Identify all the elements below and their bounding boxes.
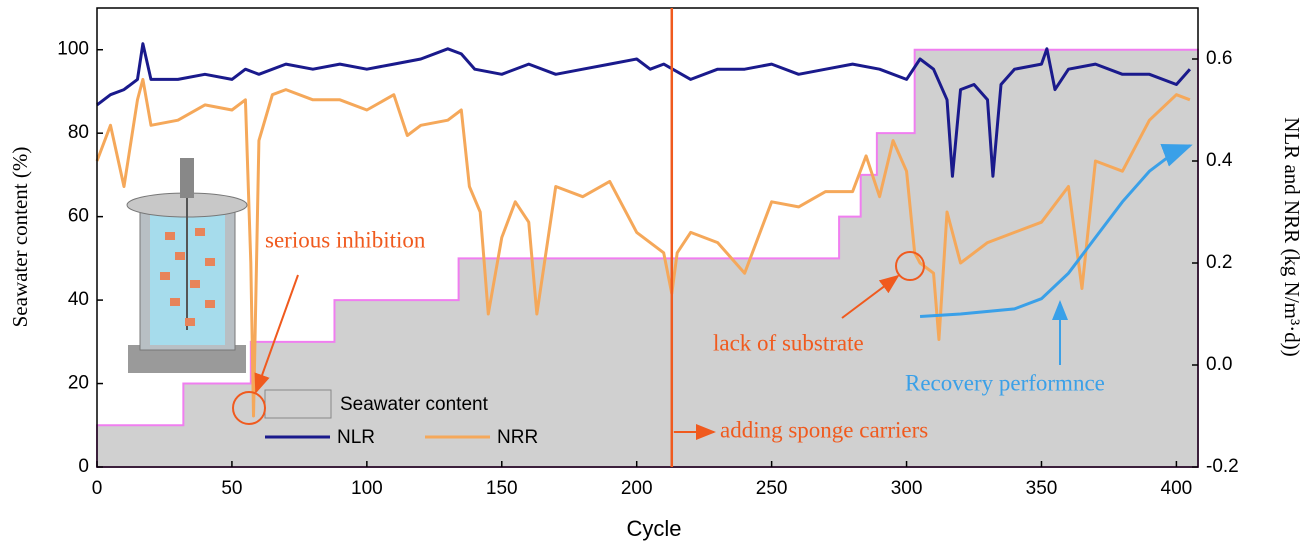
reactor-motor: [180, 158, 194, 198]
legend-label: Seawater content: [340, 394, 489, 415]
y-axis-label: Seawater content (%): [8, 147, 32, 328]
annotation: Recovery performnce: [905, 370, 1105, 395]
x-tick-label: 50: [221, 478, 242, 499]
x-tick-label: 0: [92, 478, 103, 499]
annotation: lack of substrate: [713, 330, 864, 355]
annotation: adding sponge carriers: [720, 417, 928, 442]
x-tick-label: 150: [486, 478, 518, 499]
y2-tick-label: 0.4: [1206, 150, 1233, 171]
legend-label: NLR: [337, 427, 375, 448]
y-tick-label: 60: [68, 206, 89, 227]
x-tick-label: 200: [621, 478, 653, 499]
chart: Cycle Seawater content (%) NLR and NRR (…: [0, 0, 1311, 554]
legend-label: NRR: [497, 427, 538, 448]
x-tick-label: 350: [1026, 478, 1058, 499]
y2-tick-label: -0.2: [1206, 456, 1239, 477]
y-tick-label: 100: [57, 39, 89, 60]
x-axis-label: Cycle: [626, 516, 681, 541]
x-tick-label: 100: [351, 478, 383, 499]
y2-tick-label: 0.6: [1206, 48, 1232, 69]
y-tick-label: 20: [68, 373, 89, 394]
y-tick-label: 40: [68, 289, 89, 310]
seawater-area: [97, 50, 1198, 467]
x-tick-label: 400: [1161, 478, 1193, 499]
reactor-illustration: [127, 158, 247, 373]
x-tick-label: 250: [756, 478, 788, 499]
y-tick-label: 0: [78, 456, 89, 477]
y2-tick-label: 0.0: [1206, 354, 1232, 375]
page: Cycle Seawater content (%) NLR and NRR (…: [0, 0, 1311, 554]
x-tick-label: 300: [891, 478, 923, 499]
y2-axis-label: NLR and NRR (kg N/m³·d)): [1280, 117, 1304, 357]
legend-swatch: [265, 390, 331, 418]
y2-tick-label: 0.2: [1206, 252, 1232, 273]
y-tick-label: 80: [68, 122, 89, 143]
annotation: serious inhibition: [265, 227, 426, 252]
